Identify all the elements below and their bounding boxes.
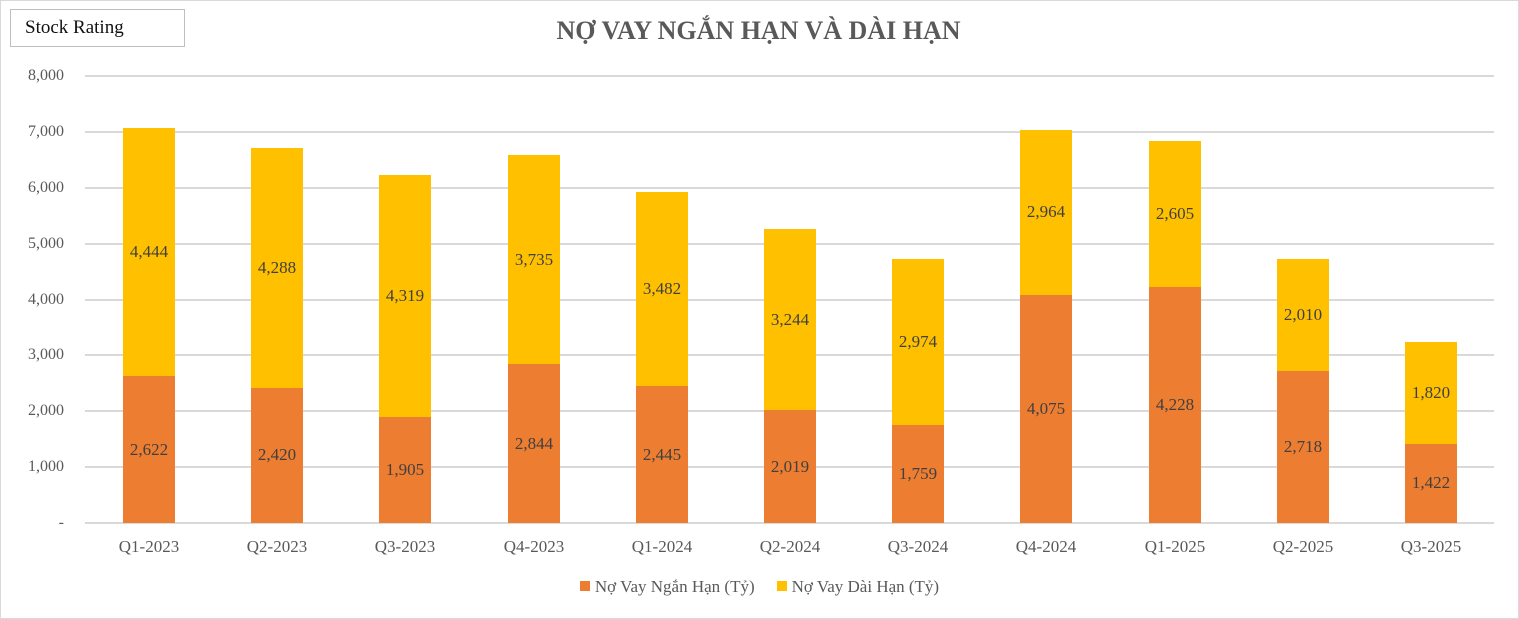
bar-segment-long-term (1020, 129, 1072, 296)
bar-segment-short-term (1149, 286, 1201, 523)
bar-segment-long-term (764, 228, 816, 411)
data-label-long-term: 2,974 (898, 331, 938, 351)
chart-legend: Nợ Vay Ngắn Hạn (Tỷ) Nợ Vay Dài Hạn (Tỷ) (0, 577, 1519, 597)
data-label-long-term: 4,319 (385, 285, 425, 305)
legend-item: Nợ Vay Ngắn Hạn (Tỷ) (579, 577, 755, 597)
data-label-short-term: 4,228 (1155, 394, 1195, 414)
data-label-long-term: 2,605 (1155, 203, 1195, 223)
data-label-short-term: 2,844 (514, 433, 554, 453)
bar-segment-long-term (892, 258, 944, 425)
stacked-bar: 1,905 4,319 (379, 175, 431, 523)
data-label-short-term: 2,718 (1283, 437, 1323, 457)
data-label-short-term: 2,445 (642, 444, 682, 464)
stacked-bar: 2,844 3,735 (508, 155, 560, 523)
data-label-long-term: 3,482 (642, 279, 682, 299)
chart-title-text: NỢ VAY NGẮN HẠN VÀ DÀI HẠN (556, 16, 961, 45)
bar-segment-short-term (636, 386, 688, 523)
y-axis-tick-label: 6,000 (28, 179, 64, 196)
bar-segment-short-term (1277, 371, 1329, 523)
gridline (85, 131, 1494, 133)
bar-segment-long-term (251, 148, 303, 388)
stacked-bar: 1,759 2,974 (892, 258, 944, 523)
data-label-long-term: 4,288 (257, 257, 297, 277)
x-axis-tick-label: Q1-2024 (631, 537, 693, 556)
bar-segment-long-term (1405, 341, 1457, 444)
y-axis-tick-label: 3,000 (28, 346, 64, 363)
data-label-short-term: 1,422 (1411, 473, 1451, 493)
y-axis-tick-label: 4,000 (28, 291, 64, 308)
stacked-bar: 2,622 4,444 (123, 128, 175, 523)
x-axis-tick-label: Q1-2025 (1144, 537, 1206, 556)
data-label-long-term: 2,964 (1026, 202, 1066, 222)
x-axis-tick-label: Q2-2024 (759, 537, 821, 556)
x-axis-tick-label: Q3-2023 (374, 537, 436, 556)
gridline (85, 187, 1494, 189)
y-axis-tick-label: 5,000 (28, 235, 64, 252)
gridline (85, 75, 1494, 77)
bar-segment-short-term (892, 424, 944, 523)
bar-segment-long-term (379, 175, 431, 417)
data-label-long-term: 1,820 (1411, 382, 1451, 402)
data-label-long-term: 3,244 (770, 309, 810, 329)
bar-segment-long-term (508, 155, 560, 365)
data-label-long-term: 4,444 (129, 242, 169, 262)
bar-segment-short-term (123, 376, 175, 523)
x-axis-tick-label: Q3-2024 (887, 537, 949, 556)
x-axis-tick-label: Q1-2023 (118, 537, 180, 556)
stacked-bar: 2,718 2,010 (1277, 258, 1329, 523)
bar-segment-long-term (636, 191, 688, 387)
legend-swatch-icon (579, 581, 590, 591)
stacked-bar: 2,019 3,244 (764, 228, 816, 523)
data-label-short-term: 2,622 (129, 439, 169, 459)
stacked-bar: 4,228 2,605 (1149, 141, 1201, 523)
bar-segment-short-term (379, 416, 431, 523)
data-label-short-term: 1,905 (385, 459, 425, 479)
gridline (85, 522, 1494, 524)
bar-segment-short-term (508, 364, 560, 523)
stacked-bar: 2,445 3,482 (636, 191, 688, 523)
y-axis-tick-label: 7,000 (28, 123, 64, 140)
legend-label: Nợ Vay Dài Hạn (Tỷ) (791, 577, 940, 596)
stacked-bar: 1,422 1,820 (1405, 341, 1457, 523)
chart-title: NỢ VAY NGẮN HẠN VÀ DÀI HẠN (0, 16, 1519, 46)
bar-segment-short-term (764, 410, 816, 523)
stacked-bar: 4,075 2,964 (1020, 129, 1072, 523)
bar-segment-long-term (1149, 141, 1201, 287)
data-label-short-term: 2,019 (770, 456, 810, 476)
bar-segment-short-term (251, 387, 303, 523)
x-axis-tick-label: Q4-2024 (1015, 537, 1077, 556)
x-axis-tick-label: Q4-2023 (503, 537, 565, 556)
data-label-short-term: 4,075 (1026, 399, 1066, 419)
y-axis-tick-label: 8,000 (28, 67, 64, 84)
data-label-long-term: 3,735 (514, 249, 554, 269)
bar-segment-long-term (123, 128, 175, 377)
bar-segment-long-term (1277, 258, 1329, 372)
data-label-short-term: 1,759 (898, 463, 938, 483)
legend-label: Nợ Vay Ngắn Hạn (Tỷ) (594, 577, 755, 596)
legend-swatch-icon (776, 581, 787, 591)
data-label-long-term: 2,010 (1283, 304, 1323, 324)
legend-item: Nợ Vay Dài Hạn (Tỷ) (776, 577, 940, 597)
x-axis-tick-label: Q2-2025 (1272, 537, 1334, 556)
x-axis-tick-label: Q3-2025 (1400, 537, 1462, 556)
data-label-short-term: 2,420 (257, 445, 297, 465)
bar-segment-short-term (1405, 443, 1457, 523)
stock-rating-badge: Stock Rating (10, 9, 185, 47)
bar-segment-short-term (1020, 295, 1072, 523)
x-axis-tick-label: Q2-2023 (246, 537, 308, 556)
stacked-bar: 2,420 4,288 (251, 148, 303, 523)
y-axis-tick-label: 1,000 (28, 458, 64, 475)
y-axis-tick-label: 2,000 (28, 402, 64, 419)
y-axis-tick-label: - (58, 514, 64, 531)
